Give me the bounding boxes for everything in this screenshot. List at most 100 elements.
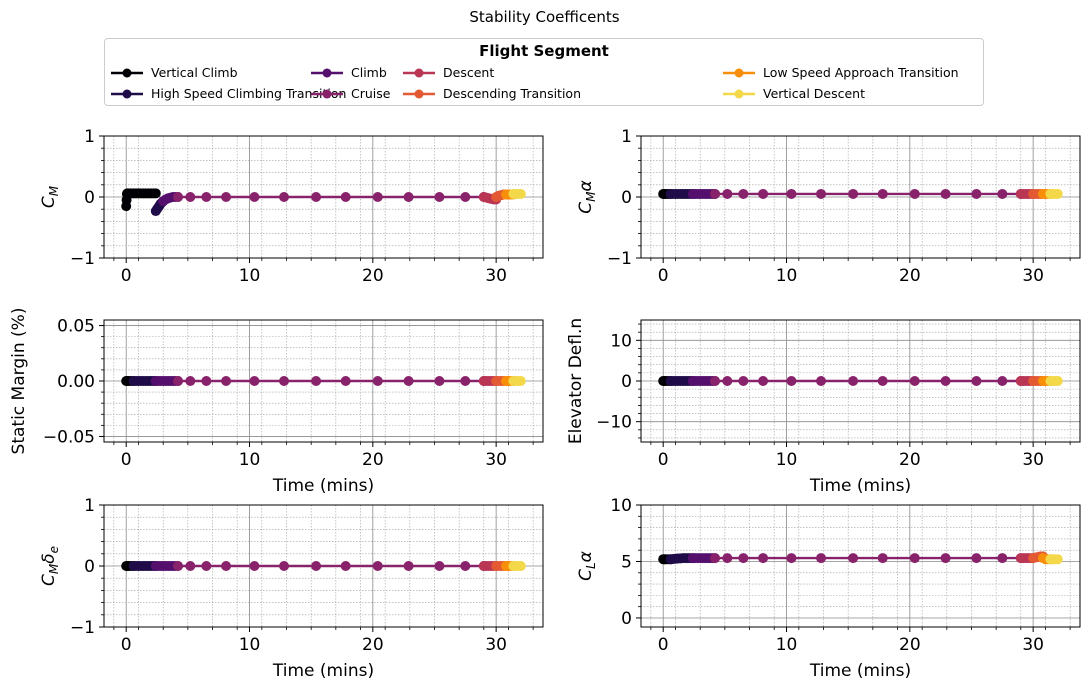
axes-frame: [103, 504, 544, 628]
data-point: [997, 376, 1008, 386]
x-tick-label: 30: [1022, 266, 1044, 286]
y-axis-label-suffix: α: [576, 180, 596, 191]
data-point: [909, 553, 920, 564]
x-tick-label: 30: [1022, 635, 1044, 655]
x-tick-label: 0: [121, 635, 132, 655]
x-tick-label: 20: [362, 266, 384, 286]
series-4: [172, 192, 489, 202]
data-point: [403, 192, 414, 202]
data-point: [201, 192, 212, 202]
data-point: [340, 561, 351, 571]
x-axis-label: Time (mins): [272, 661, 374, 681]
data-point: [434, 192, 445, 202]
subplot-3: 0 10 20 30 −0.05 0.00 0.05 Time (mins) Static Ma…: [9, 308, 544, 496]
data-point: [221, 561, 232, 571]
x-tick-label: 30: [485, 450, 507, 470]
y-tick-label: 1: [621, 127, 632, 147]
data-point: [150, 188, 161, 199]
subplot-5: 0 10 20 30 −1 0 1 Time (mins) CMδe: [39, 496, 544, 681]
x-tick-label: 30: [485, 635, 507, 655]
legend-marker-icon: [723, 68, 755, 78]
data-point: [372, 561, 383, 571]
y-axis-label: Static Margin (%): [9, 308, 29, 455]
y-tick-label: 1: [84, 127, 95, 147]
y-tick-label: 0: [621, 372, 632, 392]
axes-frame: [640, 319, 1081, 443]
y-axis-label: CMα: [576, 180, 598, 213]
data-point: [221, 376, 232, 386]
x-tick-label: 10: [239, 635, 261, 655]
x-tick-label: 10: [776, 450, 798, 470]
data-point: [311, 192, 322, 202]
data-point: [971, 553, 982, 564]
data-point: [460, 192, 471, 202]
data-point: [279, 192, 290, 202]
data-point: [709, 376, 720, 386]
data-point: [185, 561, 196, 571]
data-point: [185, 192, 196, 202]
data-point: [709, 188, 720, 199]
data-point: [722, 553, 733, 564]
y-axis-label-main: Static Margin (%): [9, 308, 29, 455]
series-8: [1045, 554, 1063, 565]
data-point: [340, 192, 351, 202]
series-8: [1045, 188, 1063, 199]
y-tick-label: 0: [84, 557, 95, 577]
y-axis-label: CLα: [576, 551, 598, 581]
axes-frame: [640, 135, 1081, 259]
data-point: [1052, 554, 1063, 565]
x-tick-label: 20: [899, 266, 921, 286]
y-axis-label: CMδe: [39, 546, 61, 586]
legend-entry-label: Vertical Descent: [763, 86, 865, 101]
data-point: [786, 188, 797, 199]
x-tick-label: 10: [239, 450, 261, 470]
y-axis-label-subscript: M: [584, 191, 598, 202]
y-tick-label: −10: [596, 413, 632, 433]
x-axis-label: Time (mins): [809, 476, 911, 496]
data-point: [249, 192, 260, 202]
data-point: [816, 376, 827, 386]
data-point: [372, 376, 383, 386]
series-1: [121, 188, 161, 212]
axes-frame: [640, 504, 1081, 628]
y-axis-label-main: Elevator Defl.n: [566, 318, 586, 444]
y-tick-label: −0.05: [43, 427, 95, 447]
data-point: [877, 553, 888, 564]
y-axis-label-suffix: α: [576, 551, 596, 562]
data-point: [311, 376, 322, 386]
axes-frame: [103, 135, 544, 259]
y-axis-label-suffix: δ: [39, 553, 59, 563]
x-axis-label: Time (mins): [272, 476, 374, 496]
series-4: [709, 553, 1026, 564]
figure-title: Stability Coefficents: [469, 8, 620, 26]
data-point: [758, 376, 769, 386]
legend-entry-label: Descending Transition: [443, 86, 582, 101]
x-tick-label: 0: [658, 635, 669, 655]
y-tick-label: −1: [70, 249, 95, 269]
x-tick-label: 10: [776, 635, 798, 655]
data-point: [172, 192, 183, 202]
data-point: [434, 376, 445, 386]
x-tick-label: 0: [121, 450, 132, 470]
data-point: [460, 376, 471, 386]
legend-entry-label: Descent: [443, 65, 495, 80]
y-axis-label-main: C: [576, 569, 596, 581]
data-point: [372, 192, 383, 202]
data-point: [786, 553, 797, 564]
data-point: [940, 188, 951, 199]
subplot-1: 0 10 20 30 −1 0 1 CM: [39, 127, 544, 286]
y-tick-label: 0: [84, 188, 95, 208]
subplot-4: 0 10 20 30 −10 0 10 Time (mins) Elevator Defl.n: [566, 318, 1081, 496]
y-axis-label: CM: [39, 185, 61, 208]
data-point: [738, 188, 749, 199]
x-tick-label: 10: [776, 266, 798, 286]
data-point: [515, 188, 526, 199]
x-tick-label: 20: [362, 635, 384, 655]
legend-entry-label: Vertical Climb: [151, 65, 238, 80]
series-4: [172, 561, 489, 571]
x-tick-label: 0: [658, 450, 669, 470]
legend-marker-icon: [403, 89, 435, 99]
data-point: [515, 376, 526, 386]
series-4: [709, 188, 1026, 199]
